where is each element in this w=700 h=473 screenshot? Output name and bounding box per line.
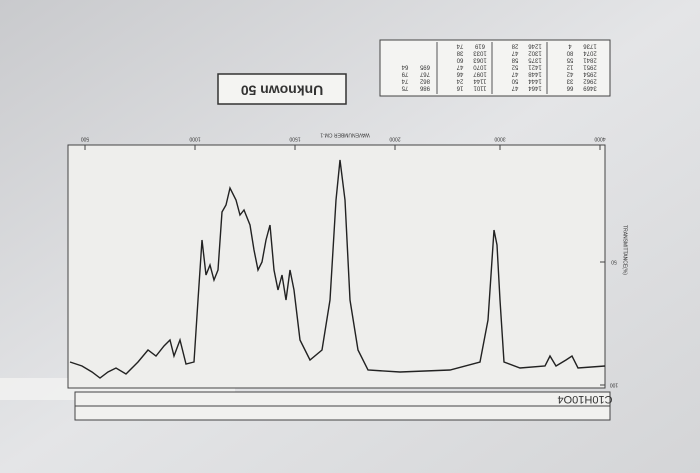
- peak-intensity: 47: [456, 63, 463, 69]
- y-tick-label: 100: [610, 382, 619, 388]
- peak-intensity: 47: [511, 49, 518, 55]
- peak-intensity: 47: [511, 70, 518, 76]
- peak-intensity: 4: [568, 42, 572, 48]
- peak-intensity: 38: [456, 49, 463, 55]
- peak-wavenumber: 1070: [473, 63, 487, 69]
- label-box: [217, 73, 347, 105]
- peak-wavenumber: 2074: [583, 49, 597, 55]
- peak-wavenumber: 1246: [528, 42, 542, 48]
- peak-wavenumber: 1302: [528, 49, 542, 55]
- y-tick-label: 50: [611, 259, 617, 265]
- peak-wavenumber: 1097: [473, 70, 487, 76]
- peak-wavenumber: 695: [419, 63, 430, 69]
- peak-intensity: 60: [456, 56, 463, 62]
- peak-wavenumber: 1101: [473, 84, 487, 90]
- peak-intensity: 58: [511, 56, 518, 62]
- x-tick-label: 4000: [594, 136, 605, 142]
- x-tick-label: 1500: [289, 136, 300, 142]
- peak-wavenumber: 2841: [583, 56, 597, 62]
- peak-wavenumber: 1736: [583, 42, 597, 48]
- sample-label: Unknown 50: [241, 82, 324, 98]
- peak-intensity: 79: [401, 70, 408, 76]
- peak-wavenumber: 1444: [528, 77, 542, 83]
- peak-intensity: 12: [566, 63, 573, 69]
- peak-table: 3469 66 2962 33 2954 42 2951 12 2841 55 2074 80 1736…: [401, 42, 597, 94]
- peak-wavenumber: 1421: [528, 63, 542, 69]
- peak-intensity: 64: [401, 63, 408, 69]
- peak-wavenumber: 1063: [473, 56, 487, 62]
- peak-intensity: 50: [511, 77, 518, 83]
- peak-intensity: 75: [401, 84, 408, 90]
- peak-wavenumber: 1033: [473, 49, 487, 55]
- peak-intensity: 74: [401, 77, 408, 83]
- peak-wavenumber: 1375: [528, 56, 542, 62]
- peak-intensity: 46: [456, 70, 463, 76]
- peak-wavenumber: 767: [419, 70, 430, 76]
- peak-intensity: 28: [511, 42, 518, 48]
- peak-intensity: 33: [566, 77, 573, 83]
- y-axis-title: TRANSMITTANCE(%): [622, 225, 628, 275]
- peak-intensity: 80: [566, 49, 573, 55]
- peak-wavenumber: 619: [474, 42, 485, 48]
- peak-intensity: 42: [566, 70, 573, 76]
- peak-intensity: 16: [456, 84, 463, 90]
- x-tick-label: 500: [81, 136, 90, 142]
- plot-frame: [67, 144, 606, 389]
- peak-wavenumber: 2951: [583, 63, 597, 69]
- peak-wavenumber: 862: [419, 77, 430, 83]
- peak-intensity: 24: [456, 77, 463, 83]
- x-ticks: 4000 3000 2000 1500 1000 500: [81, 136, 606, 150]
- peak-wavenumber: 3469: [583, 84, 597, 90]
- x-tick-label: 2000: [389, 136, 400, 142]
- peak-table-box: [379, 39, 611, 97]
- peak-wavenumber: 1144: [473, 77, 487, 83]
- formula: C10H10O4: [557, 393, 612, 405]
- x-tick-label: 3000: [494, 136, 505, 142]
- x-axis-title: WAVENUMBER CM-1: [320, 132, 370, 138]
- peak-intensity: 55: [566, 56, 573, 62]
- peak-wavenumber: 2954: [583, 70, 597, 76]
- x-tick-label: 1000: [189, 136, 200, 142]
- peak-wavenumber: 1464: [528, 84, 542, 90]
- peak-wavenumber: 986: [419, 84, 430, 90]
- peak-intensity: 66: [566, 84, 573, 90]
- peak-intensity: 47: [511, 84, 518, 90]
- peak-intensity: 52: [511, 63, 518, 69]
- peak-wavenumber: 1448: [528, 70, 542, 76]
- spectrum-curve: [69, 159, 606, 379]
- peak-wavenumber: 2962: [583, 77, 597, 83]
- peak-intensity: 74: [456, 42, 463, 48]
- y-ticks: 100 50: [600, 259, 618, 388]
